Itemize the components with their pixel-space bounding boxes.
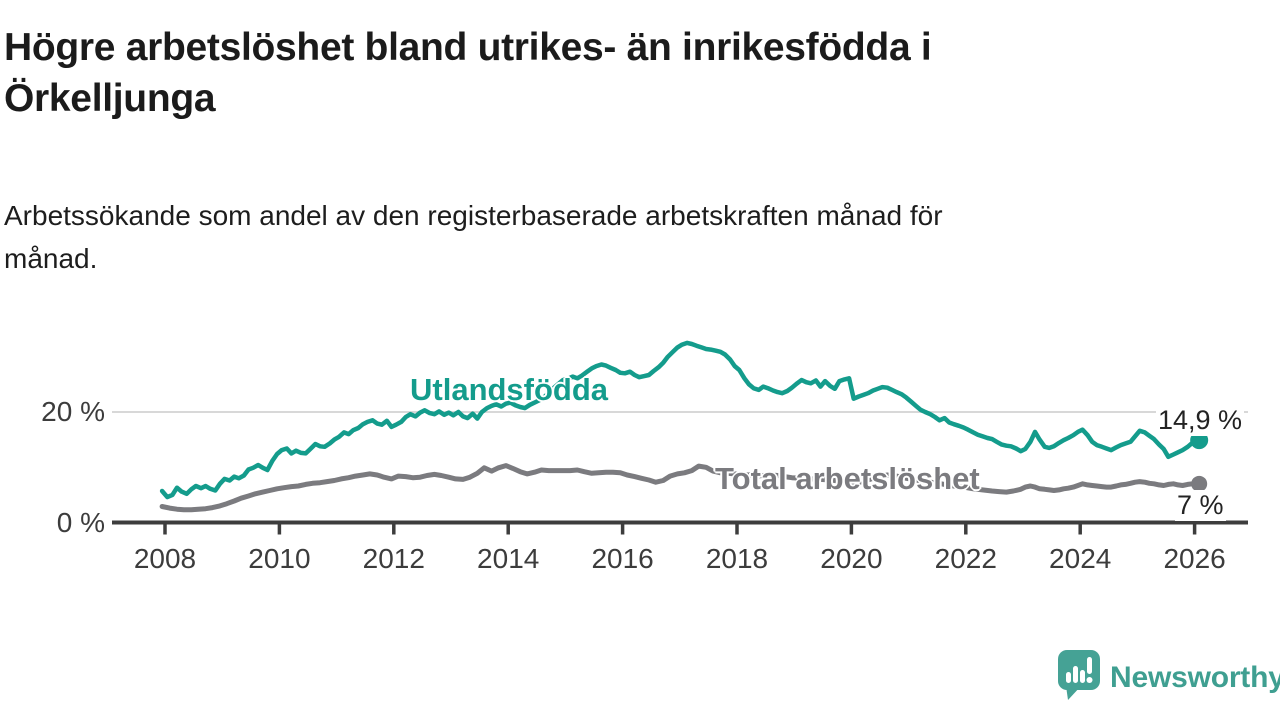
x-tick-label-2016: 2016 [591,543,653,574]
x-tick-label-2008: 2008 [134,543,196,574]
subtitle-line-2: månad. [4,243,98,274]
x-tick-label-2024: 2024 [1049,543,1111,574]
chart-subtitle: Arbetssökande som andel av den registerb… [4,194,943,280]
x-tick-label-2012: 2012 [363,543,425,574]
series-label-utlandsfodda: Utlandsfödda [410,372,609,407]
x-tick-label-2014: 2014 [477,543,539,574]
end-dot-Total arbetslöshet [1191,475,1208,492]
end-value-label-total: 7 % [1175,490,1226,521]
end-value-label-utlandsfodda: 14,9 % [1156,405,1245,436]
x-tick-label-2018: 2018 [706,543,768,574]
x-tick-label-2010: 2010 [248,543,310,574]
y-tick-label-0: 0 % [56,506,105,538]
newsworthy-wordmark: Newsworthy [1110,660,1280,694]
title-line-2: Örkelljunga [4,77,216,120]
title-line-1: Högre arbetslöshet bland utrikes- än inr… [4,26,932,69]
page-title: Högre arbetslöshet bland utrikes- än inr… [4,22,932,124]
series-label-total-arbetsloshet: Total arbetslöshet [715,461,980,496]
x-tick-label-2020: 2020 [820,543,882,574]
x-tick-label-2026: 2026 [1163,543,1225,574]
newsworthy-logo: Newsworthy [1058,650,1280,705]
x-tick-label-2022: 2022 [935,543,997,574]
unemployment-line-chart: 2008 2010 2012 2014 2016 2018 2020 2022 2024 2026 [112,340,1248,574]
subtitle-line-1: Arbetssökande som andel av den registerb… [4,200,943,231]
line-Utlandsfödda [159,340,1202,500]
line-Total arbetslöshet [159,463,1202,513]
newsworthy-speech-bubble-chart-icon [1058,650,1100,705]
y-tick-label-20: 20 % [41,396,105,427]
